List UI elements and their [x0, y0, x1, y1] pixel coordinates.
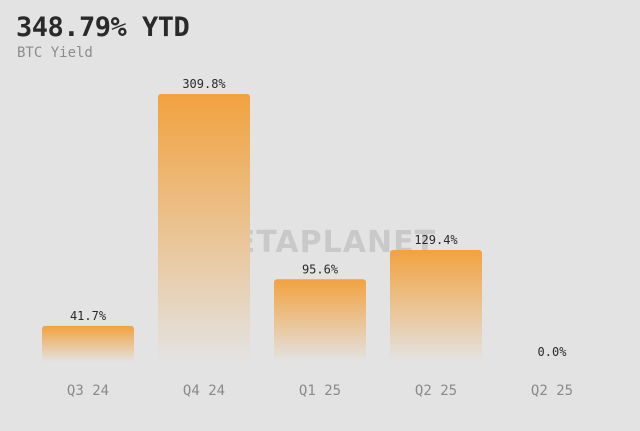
bar-0	[42, 325, 134, 362]
value-label-0: 41.7%	[70, 309, 107, 323]
bars-group: 41.7% Q3 24 309.8% Q4 24 95.6% Q1 25 129.4% Q2 …	[42, 77, 573, 399]
category-label-4: Q2 25	[531, 383, 573, 399]
bar-1	[158, 94, 250, 362]
chart-title: 348.79% YTD	[16, 12, 190, 43]
category-label-1: Q4 24	[183, 383, 225, 399]
category-label-0: Q3 24	[67, 383, 109, 399]
value-label-3: 129.4%	[414, 233, 458, 247]
value-label-1: 309.8%	[182, 77, 226, 91]
chart-subtitle: BTC Yield	[17, 45, 93, 61]
category-label-2: Q1 25	[299, 383, 341, 399]
bar-2	[274, 279, 366, 362]
bar-3	[390, 250, 482, 362]
value-label-4: 0.0%	[538, 345, 568, 359]
value-label-2: 95.6%	[302, 262, 339, 276]
category-label-3: Q2 25	[415, 383, 457, 399]
